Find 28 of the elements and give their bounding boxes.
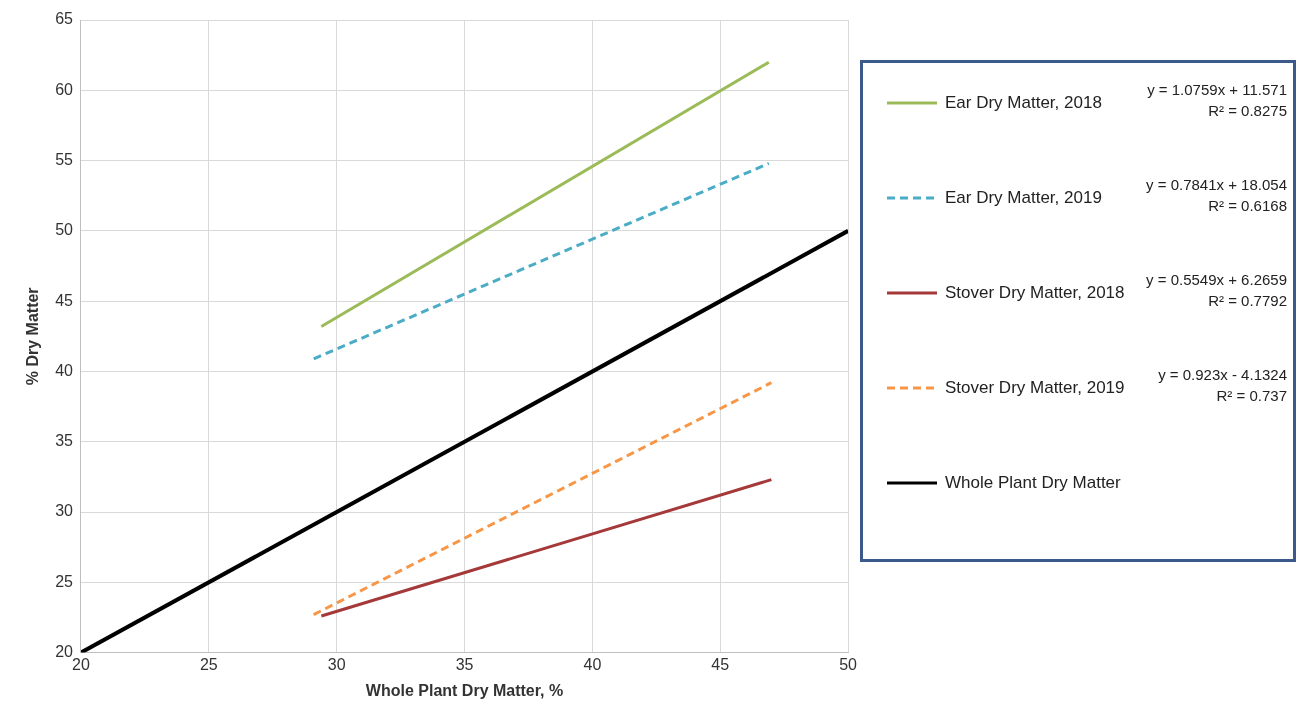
legend-label: Stover Dry Matter, 2019 (945, 378, 1125, 398)
legend-label: Stover Dry Matter, 2018 (945, 283, 1125, 303)
y-tick-label: 20 (55, 643, 74, 661)
x-axis-title: Whole Plant Dry Matter, % (365, 681, 564, 699)
legend-label: Whole Plant Dry Matter (945, 473, 1121, 493)
text: y = 0.923x - 4.1324 R² = 0.737 (1158, 365, 1287, 406)
x-tick-label: 30 (327, 655, 346, 673)
x-tick-label: 50 (839, 655, 858, 673)
x-tick-label: 35 (455, 655, 474, 673)
legend-label: Ear Dry Matter, 2018 (945, 93, 1102, 113)
x-tick-label: 40 (583, 655, 602, 673)
legend-label: Ear Dry Matter, 2019 (945, 188, 1102, 208)
y-tick-label: 40 (55, 361, 74, 379)
y-tick-label: 45 (55, 291, 74, 309)
y-tick-label: 50 (55, 221, 74, 239)
x-tick-label: 45 (711, 655, 730, 673)
y-axis-title: % Dry Matter (24, 287, 42, 386)
text: y = 0.7841x + 18.054 R² = 0.6168 (1146, 175, 1287, 216)
x-tick-label: 20 (72, 655, 90, 673)
y-tick-label: 60 (55, 80, 74, 98)
y-tick-label: 30 (55, 502, 74, 520)
text: y = 0.5549x + 6.2659 R² = 0.7792 (1146, 270, 1287, 311)
x-tick-label: 25 (199, 655, 218, 673)
text: y = 1.0759x + 11.571 R² = 0.8275 (1147, 80, 1287, 121)
y-tick-label: 55 (55, 150, 74, 168)
y-tick-label: 65 (55, 10, 74, 28)
y-tick-label: 35 (55, 432, 74, 450)
y-tick-label: 25 (55, 572, 74, 590)
